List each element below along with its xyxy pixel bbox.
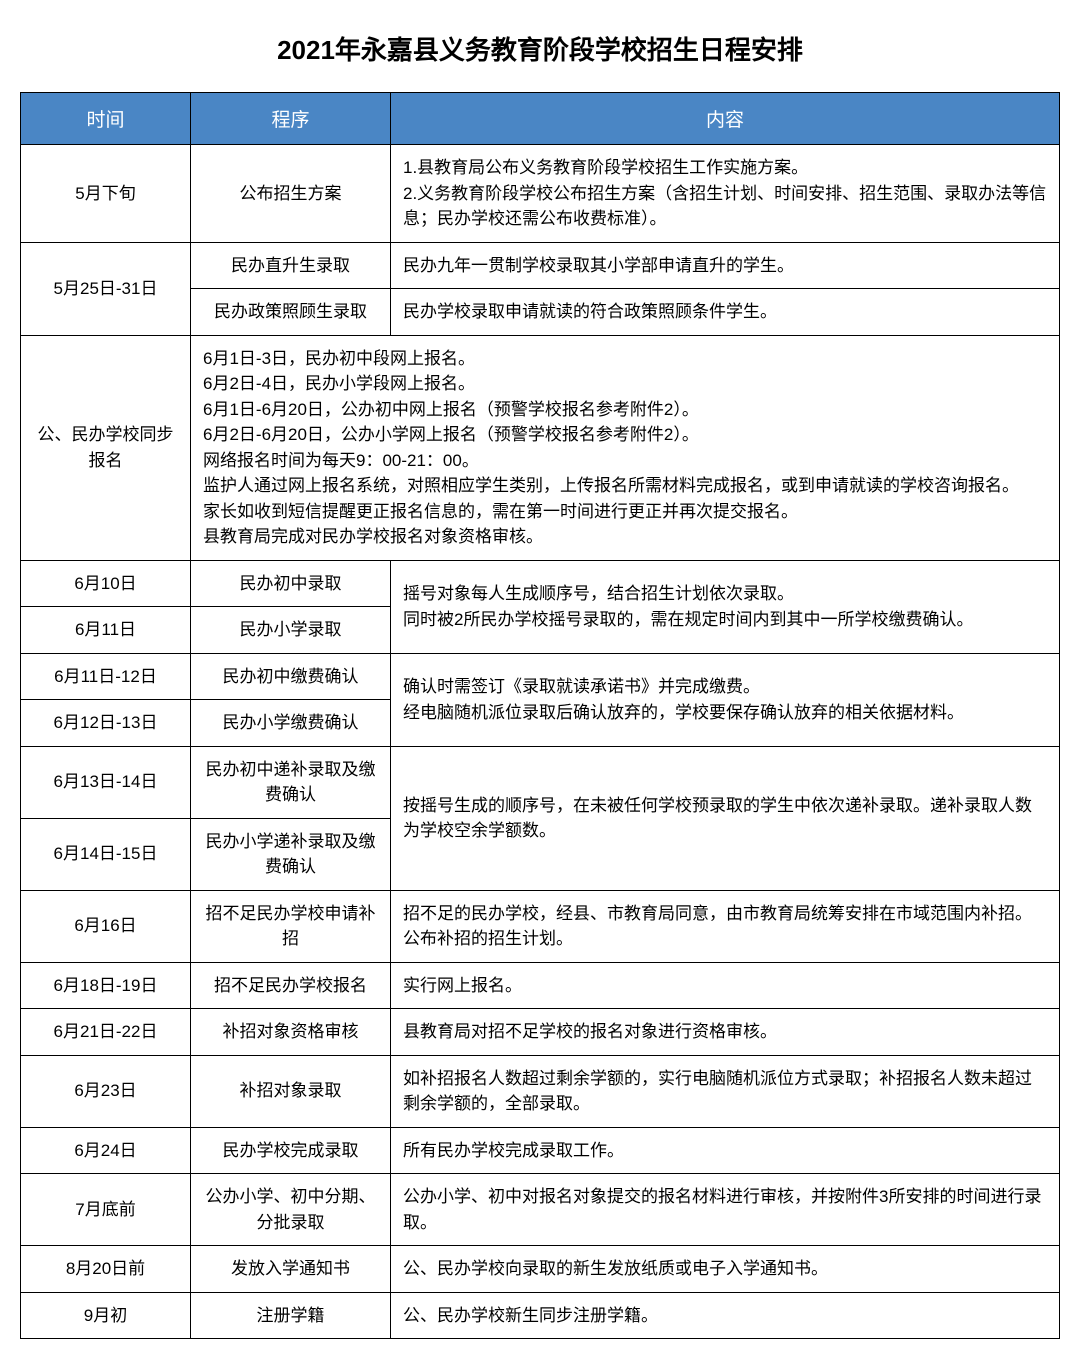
cell-content: 所有民办学校完成录取工作。	[391, 1127, 1060, 1174]
cell-time: 7月底前	[21, 1174, 191, 1246]
table-row: 7月底前 公办小学、初中分期、分批录取 公办小学、初中对报名对象提交的报名材料进…	[21, 1174, 1060, 1246]
cell-content: 招不足的民办学校，经县、市教育局同意，由市教育局统筹安排在市域范围内补招。公布补…	[391, 890, 1060, 962]
table-row: 6月11日-12日 民办初中缴费确认 确认时需签订《录取就读承诺书》并完成缴费。…	[21, 653, 1060, 700]
cell-time: 6月23日	[21, 1055, 191, 1127]
table-row: 5月25日-31日 民办直升生录取 民办九年一贯制学校录取其小学部申请直升的学生…	[21, 242, 1060, 289]
table-row: 6月24日 民办学校完成录取 所有民办学校完成录取工作。	[21, 1127, 1060, 1174]
cell-content: 公、民办学校新生同步注册学籍。	[391, 1292, 1060, 1339]
cell-proc: 民办初中递补录取及缴费确认	[191, 746, 391, 818]
cell-time: 6月16日	[21, 890, 191, 962]
table-header-row: 时间 程序 内容	[21, 93, 1060, 145]
cell-proc: 民办初中缴费确认	[191, 653, 391, 700]
cell-time: 6月21日-22日	[21, 1009, 191, 1056]
header-time: 时间	[21, 93, 191, 145]
cell-content: 实行网上报名。	[391, 962, 1060, 1009]
cell-proc: 公布招生方案	[191, 145, 391, 243]
cell-content: 按摇号生成的顺序号，在未被任何学校预录取的学生中依次递补录取。递补录取人数为学校…	[391, 746, 1060, 890]
cell-time: 6月11日-12日	[21, 653, 191, 700]
cell-proc: 发放入学通知书	[191, 1246, 391, 1293]
cell-proc: 招不足民办学校报名	[191, 962, 391, 1009]
cell-proc: 民办直升生录取	[191, 242, 391, 289]
cell-proc: 招不足民办学校申请补招	[191, 890, 391, 962]
table-row: 5月下旬 公布招生方案 1.县教育局公布义务教育阶段学校招生工作实施方案。2.义…	[21, 145, 1060, 243]
cell-proc: 民办初中录取	[191, 560, 391, 607]
cell-content: 6月1日-3日，民办初中段网上报名。6月2日-4日，民办小学段网上报名。6月1日…	[191, 335, 1060, 560]
cell-time: 5月下旬	[21, 145, 191, 243]
cell-time: 9月初	[21, 1292, 191, 1339]
cell-content: 民办九年一贯制学校录取其小学部申请直升的学生。	[391, 242, 1060, 289]
cell-time: 6月13日-14日	[21, 746, 191, 818]
cell-time: 8月20日前	[21, 1246, 191, 1293]
cell-time: 6月10日	[21, 560, 191, 607]
cell-time: 5月25日-31日	[21, 242, 191, 335]
cell-time: 公、民办学校同步报名	[21, 335, 191, 560]
cell-time: 6月18日-19日	[21, 962, 191, 1009]
table-row: 6月21日-22日 补招对象资格审核 县教育局对招不足学校的报名对象进行资格审核…	[21, 1009, 1060, 1056]
table-row: 6月23日 补招对象录取 如补招报名人数超过剩余学额的，实行电脑随机派位方式录取…	[21, 1055, 1060, 1127]
cell-proc: 补招对象录取	[191, 1055, 391, 1127]
cell-proc: 民办小学缴费确认	[191, 700, 391, 747]
table-row: 9月初 注册学籍 公、民办学校新生同步注册学籍。	[21, 1292, 1060, 1339]
cell-proc: 民办小学录取	[191, 607, 391, 654]
cell-time: 6月24日	[21, 1127, 191, 1174]
cell-content: 1.县教育局公布义务教育阶段学校招生工作实施方案。2.义务教育阶段学校公布招生方…	[391, 145, 1060, 243]
table-row: 6月16日 招不足民办学校申请补招 招不足的民办学校，经县、市教育局同意，由市教…	[21, 890, 1060, 962]
cell-content: 摇号对象每人生成顺序号，结合招生计划依次录取。同时被2所民办学校摇号录取的，需在…	[391, 560, 1060, 653]
cell-proc: 民办小学递补录取及缴费确认	[191, 818, 391, 890]
table-row: 8月20日前 发放入学通知书 公、民办学校向录取的新生发放纸质或电子入学通知书。	[21, 1246, 1060, 1293]
cell-content: 如补招报名人数超过剩余学额的，实行电脑随机派位方式录取；补招报名人数未超过剩余学…	[391, 1055, 1060, 1127]
cell-time: 6月14日-15日	[21, 818, 191, 890]
table-row: 6月18日-19日 招不足民办学校报名 实行网上报名。	[21, 962, 1060, 1009]
cell-content: 确认时需签订《录取就读承诺书》并完成缴费。经电脑随机派位录取后确认放弃的，学校要…	[391, 653, 1060, 746]
cell-time: 6月11日	[21, 607, 191, 654]
cell-proc: 注册学籍	[191, 1292, 391, 1339]
cell-content: 公、民办学校向录取的新生发放纸质或电子入学通知书。	[391, 1246, 1060, 1293]
cell-proc: 补招对象资格审核	[191, 1009, 391, 1056]
cell-proc: 民办政策照顾生录取	[191, 289, 391, 336]
table-row: 公、民办学校同步报名 6月1日-3日，民办初中段网上报名。6月2日-4日，民办小…	[21, 335, 1060, 560]
cell-content: 公办小学、初中对报名对象提交的报名材料进行审核，并按附件3所安排的时间进行录取。	[391, 1174, 1060, 1246]
cell-proc: 民办学校完成录取	[191, 1127, 391, 1174]
cell-content: 县教育局对招不足学校的报名对象进行资格审核。	[391, 1009, 1060, 1056]
cell-time: 6月12日-13日	[21, 700, 191, 747]
table-row: 6月13日-14日 民办初中递补录取及缴费确认 按摇号生成的顺序号，在未被任何学…	[21, 746, 1060, 818]
header-procedure: 程序	[191, 93, 391, 145]
schedule-table: 时间 程序 内容 5月下旬 公布招生方案 1.县教育局公布义务教育阶段学校招生工…	[20, 92, 1060, 1339]
header-content: 内容	[391, 93, 1060, 145]
cell-content: 民办学校录取申请就读的符合政策照顾条件学生。	[391, 289, 1060, 336]
cell-proc: 公办小学、初中分期、分批录取	[191, 1174, 391, 1246]
page-title: 2021年永嘉县义务教育阶段学校招生日程安排	[20, 30, 1060, 67]
table-row: 6月10日 民办初中录取 摇号对象每人生成顺序号，结合招生计划依次录取。同时被2…	[21, 560, 1060, 607]
